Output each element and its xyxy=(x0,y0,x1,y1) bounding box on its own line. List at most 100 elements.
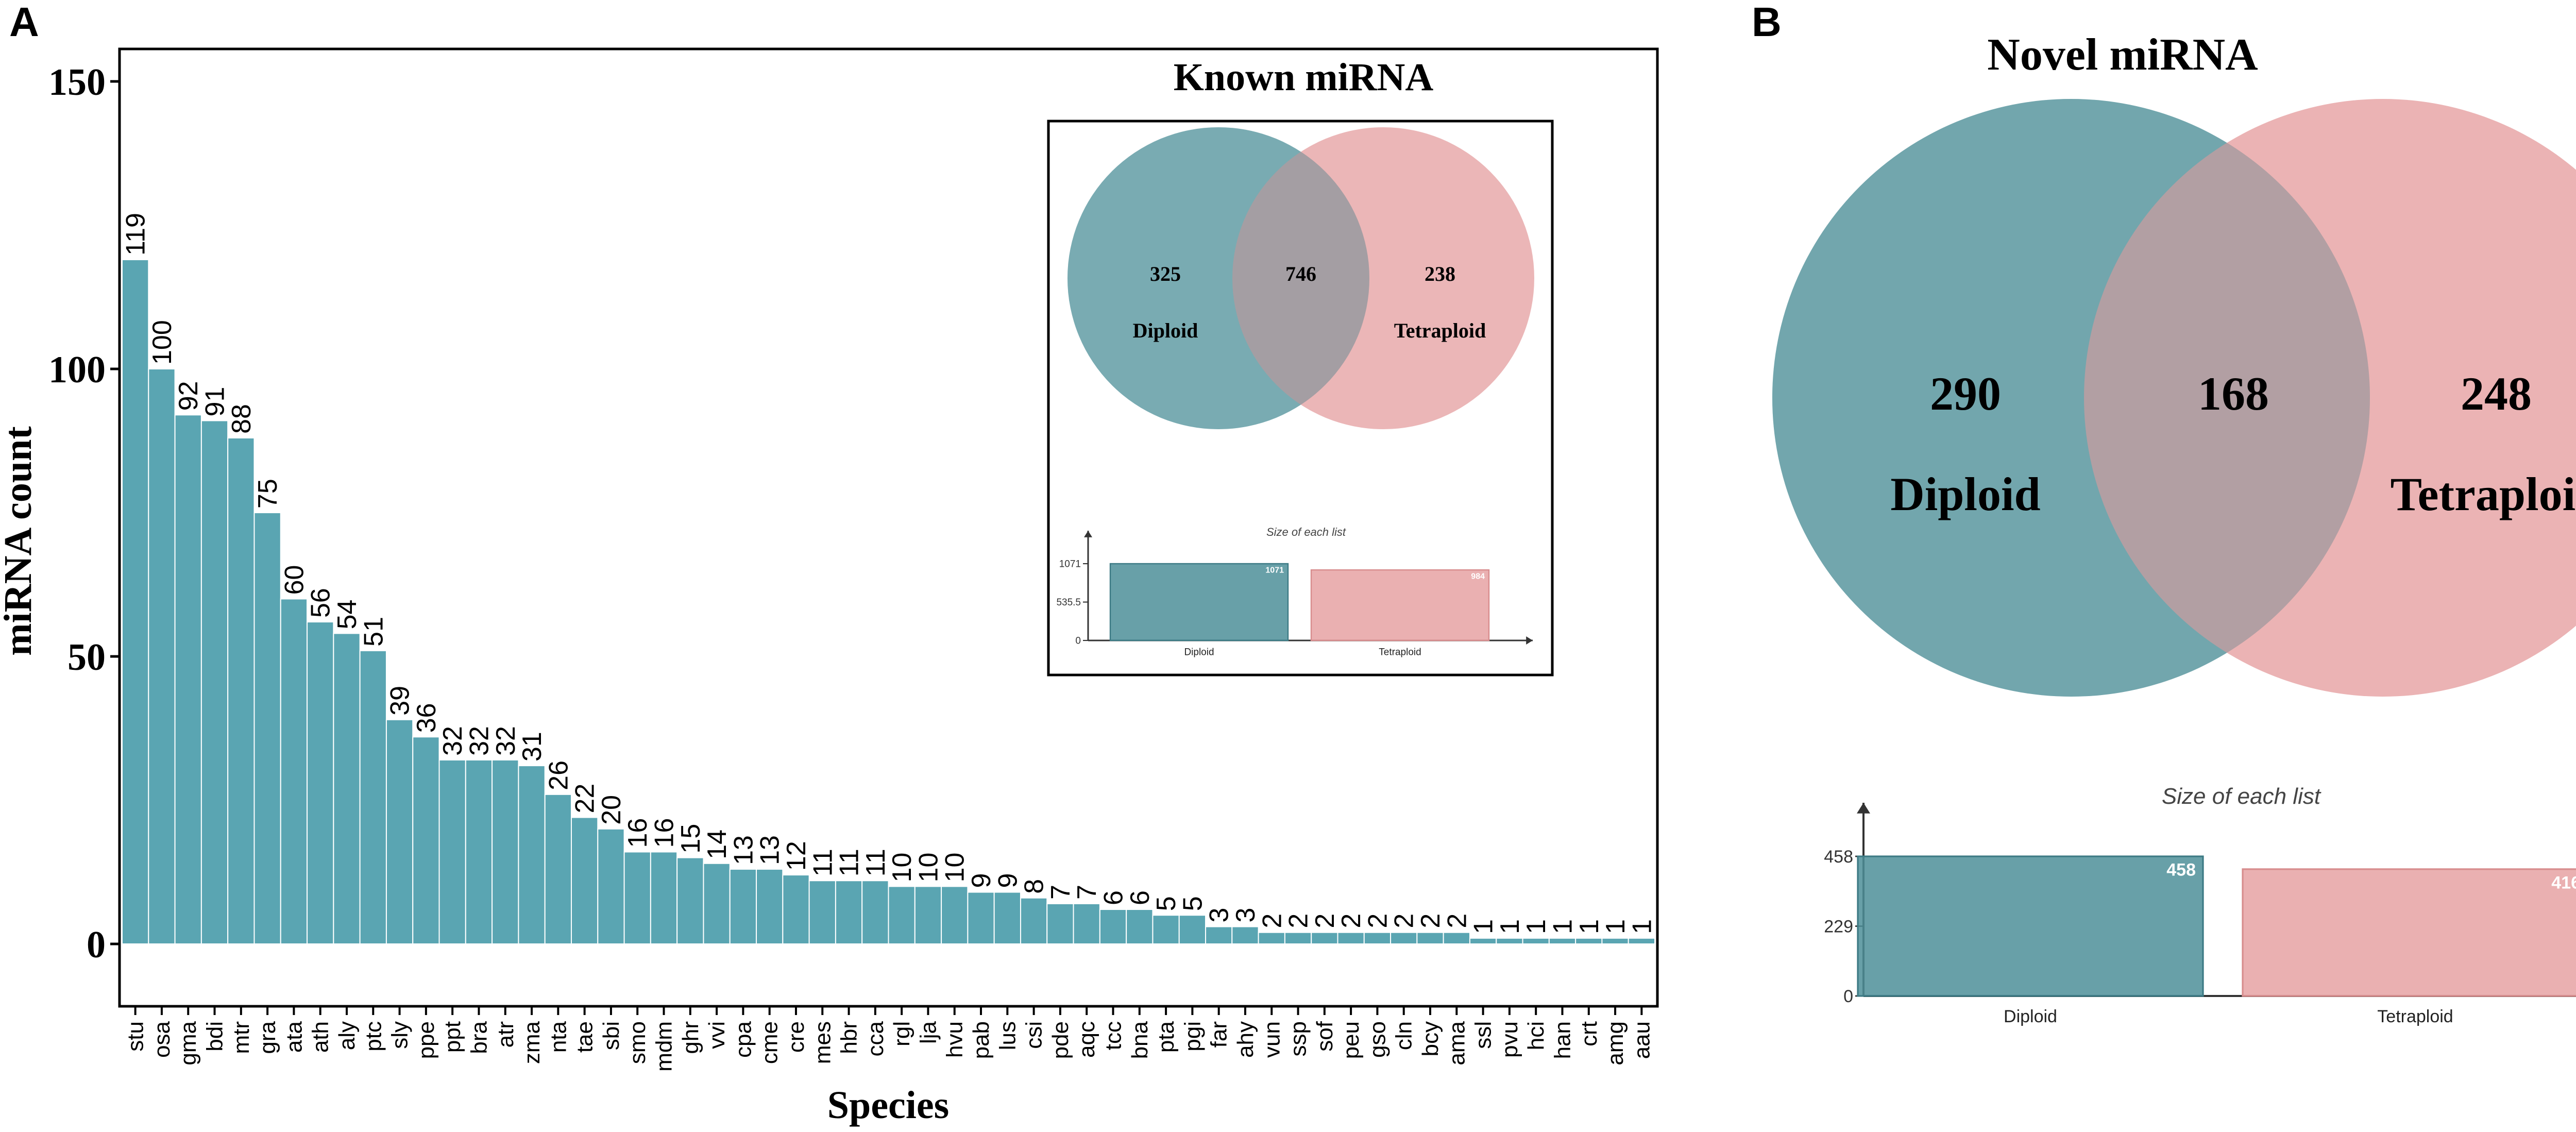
x-tick-label-pab: pab xyxy=(969,1021,994,1059)
x-tick-label-mdm: mdm xyxy=(652,1021,677,1072)
y-tick-label: 100 xyxy=(48,349,106,391)
x-tick-label-cca: cca xyxy=(863,1021,888,1056)
y-arrow-icon xyxy=(1084,531,1092,537)
bar-label-sbi: 20 xyxy=(597,795,626,825)
shared-count: 746 xyxy=(1285,262,1316,285)
panel-a-letter: A xyxy=(9,0,39,45)
x-axis: stu osa gma bdi mtr gra ata ath aly ptc sly ppe ppt b… xyxy=(123,1006,1654,1072)
plot-frame xyxy=(118,47,1659,1008)
x-tick-label-ppe: ppe xyxy=(414,1021,439,1059)
bar-label-gma: 92 xyxy=(174,381,204,411)
bar-pab xyxy=(967,891,995,945)
bar-zma xyxy=(518,765,546,945)
bar-label-hvu: 10 xyxy=(940,853,970,883)
bar-label-tae: 22 xyxy=(570,784,600,814)
bar-label-ssp: 2 xyxy=(1284,914,1314,928)
bar-ghr xyxy=(676,857,704,944)
x-tick-label-far: far xyxy=(1207,1021,1232,1047)
x-tick-label-ama: ama xyxy=(1444,1021,1469,1065)
novel-venn: 290 168 248 Diploid Tetraploid xyxy=(1772,99,2576,697)
bar-ata xyxy=(280,598,308,944)
bar-smo xyxy=(623,851,651,944)
diploid-overlap-tint xyxy=(1772,99,2370,697)
bar-label-ama: 2 xyxy=(1442,914,1472,928)
bar-label-zma: 31 xyxy=(517,732,547,762)
x-tick-label-cre: cre xyxy=(784,1021,809,1053)
x-tick-label-pgi: pgi xyxy=(1180,1021,1205,1052)
x-tick-label-ssp: ssp xyxy=(1286,1021,1311,1056)
x-tick-label-bcy: bcy xyxy=(1418,1021,1443,1056)
bar-label-bna: 6 xyxy=(1125,890,1155,905)
x-tick-label-bdi: bdi xyxy=(202,1021,228,1052)
bar-vun xyxy=(1258,932,1285,945)
size-bar-value: 1071 xyxy=(1265,566,1284,575)
y-axis: 0 50 100 150 xyxy=(48,61,120,966)
size-y-tick-label: 0 xyxy=(1843,987,1853,1006)
x-tick-label-cme: cme xyxy=(757,1021,783,1064)
x-tick-label-stu: stu xyxy=(123,1021,148,1052)
x-tick-label-mtr: mtr xyxy=(229,1021,254,1054)
bar-bdi xyxy=(200,420,229,944)
size-bar-value: 984 xyxy=(1471,572,1485,581)
known-mirna-inset: Known miRNA 325 746 238 Diploid Tetraplo… xyxy=(1047,56,1554,677)
bar-crt xyxy=(1575,937,1603,944)
bar-label-pgi: 5 xyxy=(1178,896,1208,911)
size-bar-diploid xyxy=(1857,855,2204,997)
bar-amg xyxy=(1601,937,1629,944)
bar-label-aau: 1 xyxy=(1627,919,1657,934)
inset-title: Known miRNA xyxy=(1174,56,1434,99)
bar-ppt xyxy=(438,759,466,944)
bar-osa xyxy=(148,368,176,944)
tetraploid-only-count: 248 xyxy=(2461,367,2532,420)
bar-label-mdm: 16 xyxy=(650,818,680,848)
bar-gma xyxy=(174,414,202,944)
x-tick-label-gso: gso xyxy=(1365,1021,1390,1058)
bar-label-ath: 56 xyxy=(306,588,336,618)
bar-label-bcy: 2 xyxy=(1416,914,1446,928)
bar-label-far: 3 xyxy=(1205,908,1234,923)
bar-label-cpa: 13 xyxy=(728,835,758,865)
bar-stu xyxy=(122,259,149,945)
shared-count: 168 xyxy=(2198,367,2269,420)
bar-label-stu: 119 xyxy=(121,213,151,256)
bar-sly xyxy=(385,719,414,944)
size-y-tick-label: 458 xyxy=(1824,847,1853,867)
x-tick-label-han: han xyxy=(1550,1021,1575,1059)
x-tick-label-rgl: rgl xyxy=(889,1021,914,1046)
bar-label-smo: 16 xyxy=(623,818,653,848)
bar-label-atr: 32 xyxy=(491,726,521,756)
x-tick-label-vun: vun xyxy=(1259,1021,1284,1058)
bar-cre xyxy=(782,874,810,944)
x-tick-label-hvu: hvu xyxy=(942,1021,968,1058)
bar-nta xyxy=(544,793,572,944)
x-tick-label-cln: cln xyxy=(1392,1021,1417,1050)
bar-bna xyxy=(1126,909,1154,945)
x-arrow-icon xyxy=(1526,636,1533,645)
bar-label-lja: 10 xyxy=(913,853,943,883)
size-bar-category: Tetraploid xyxy=(1379,647,1421,658)
x-tick-label-sly: sly xyxy=(387,1021,413,1049)
bar-gso xyxy=(1363,932,1392,945)
x-tick-label-ath: ath xyxy=(308,1021,333,1053)
x-tick-label-osa: osa xyxy=(149,1021,175,1057)
bar-hvu xyxy=(941,886,969,945)
x-tick-label-lus: lus xyxy=(995,1021,1020,1050)
bar-mes xyxy=(808,880,836,944)
bar-label-amg: 1 xyxy=(1601,919,1631,934)
bar-label-hbr: 11 xyxy=(835,849,865,876)
bar-label-mes: 11 xyxy=(808,849,838,876)
bar-tae xyxy=(570,817,599,944)
bar-ama xyxy=(1443,932,1470,945)
bar-label-han: 1 xyxy=(1548,919,1578,934)
x-tick-label-lja: lja xyxy=(916,1021,941,1044)
size-y-tick-label: 535.5 xyxy=(1056,597,1081,608)
bar-ptc xyxy=(359,650,387,944)
bar-mtr xyxy=(227,437,255,944)
bar-label-gra: 75 xyxy=(253,479,283,509)
bar-ssl xyxy=(1469,937,1497,944)
bar-label-ppe: 36 xyxy=(412,703,442,733)
x-tick-label-peu: peu xyxy=(1338,1021,1364,1059)
size-chart-title: Size of each list xyxy=(1266,526,1346,538)
bar-label-lus: 9 xyxy=(993,873,1023,888)
